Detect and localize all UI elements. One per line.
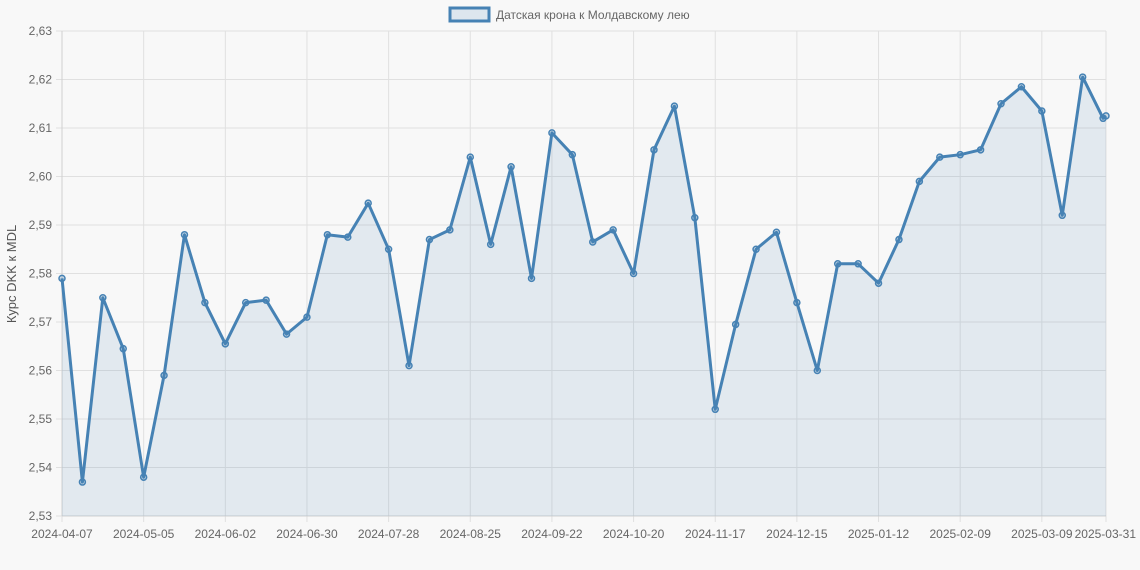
series-line [60,75,1107,484]
y-tick-label: 2,63 [29,24,53,38]
data-point[interactable] [1102,112,1110,120]
x-tick-label: 2024-10-20 [603,527,665,541]
area-fill-layer [62,77,1106,516]
data-point[interactable] [221,340,230,348]
data-point[interactable] [854,260,862,268]
y-tick-label: 2,54 [29,461,53,475]
legend[interactable]: Датская крона к Молдавскому лею [448,6,690,23]
legend-swatch[interactable] [448,6,491,23]
data-point[interactable] [997,100,1005,108]
data-point[interactable] [160,371,168,380]
y-tick-label: 2,53 [29,509,53,523]
x-tick-label: 2024-05-05 [113,527,175,541]
x-tick-label: 2024-08-25 [440,527,502,541]
data-point[interactable] [874,279,883,287]
data-point[interactable] [915,177,924,186]
data-point[interactable] [670,102,679,110]
series-line-layer [60,75,1107,484]
data-point[interactable] [364,199,372,207]
data-point[interactable] [731,320,740,329]
data-point[interactable] [691,213,699,222]
data-point[interactable] [568,150,577,159]
legend-label[interactable]: Датская крона к Молдавскому лею [496,8,690,22]
data-point[interactable] [588,238,597,246]
y-axis-ticks: 2,53 2,54 2,55 2,56 2,57 2,58 2,59 2,60 2,61 2,62… [29,24,53,523]
data-point[interactable] [323,230,332,239]
data-point[interactable] [180,230,189,239]
y-tick-label: 2,55 [29,412,53,426]
x-tick-label: 2024-04-07 [31,527,93,541]
y-tick-label: 2,62 [29,73,53,87]
data-point[interactable] [833,260,842,268]
x-tick-label: 2025-01-12 [848,527,910,541]
data-point[interactable] [1058,211,1067,220]
y-tick-label: 2,57 [29,315,53,329]
series-area [62,77,1106,516]
data-point[interactable] [956,150,964,159]
data-point[interactable] [425,235,434,244]
x-tick-label: 2024-06-30 [276,527,338,541]
x-tick-label: 2024-11-17 [685,527,746,541]
data-point[interactable] [344,233,352,241]
data-point[interactable] [486,240,495,249]
data-point[interactable] [813,366,822,375]
y-tick-label: 2,60 [29,170,53,184]
data-point[interactable] [548,129,556,137]
data-point[interactable] [405,361,413,370]
data-point[interactable] [466,153,475,161]
data-point[interactable] [119,344,127,353]
data-point[interactable] [58,274,66,283]
data-point[interactable] [1078,73,1087,81]
data-point[interactable] [1017,83,1026,91]
y-tick-label: 2,61 [29,121,53,135]
data-point[interactable] [201,298,209,307]
data-point[interactable] [936,153,944,161]
data-point[interactable] [976,146,985,154]
data-point[interactable] [629,269,638,278]
data-point[interactable] [895,235,903,244]
x-tick-label: 2025-03-31 [1075,527,1137,541]
data-point[interactable] [752,245,760,253]
x-tick-label: 2024-07-28 [358,527,420,541]
data-points-layer [58,73,1110,486]
y-tick-label: 2,56 [29,364,53,378]
data-point[interactable] [139,473,148,481]
x-tick-label: 2024-06-02 [195,527,257,541]
data-point[interactable] [793,298,801,307]
x-tick-label: 2024-12-15 [766,527,828,541]
x-tick-label: 2024-09-22 [521,527,583,541]
data-point[interactable] [282,330,291,338]
data-point[interactable] [262,296,270,304]
data-point[interactable] [772,228,781,237]
data-point[interactable] [1038,107,1046,115]
x-axis-ticks: 2024-04-07 2024-05-05 2024-06-02 2024-06-30… [31,527,1136,541]
y-tick-label: 2,59 [29,218,53,232]
data-point[interactable] [241,298,250,307]
data-point[interactable] [507,163,515,171]
data-point[interactable] [99,294,107,302]
data-point[interactable] [527,274,536,283]
data-point[interactable] [384,245,393,253]
data-point[interactable] [711,405,719,414]
data-point[interactable] [609,226,617,234]
data-point[interactable] [303,313,311,321]
x-tick-label: 2025-02-09 [929,527,991,541]
data-point[interactable] [78,478,87,486]
x-tick-label: 2025-03-09 [1011,527,1073,541]
y-tick-label: 2,58 [29,267,53,281]
grid-lines [56,30,1107,522]
data-point[interactable] [446,226,454,234]
y-axis-title: Курс DKK к MDL [4,225,19,323]
data-point[interactable] [650,146,658,154]
